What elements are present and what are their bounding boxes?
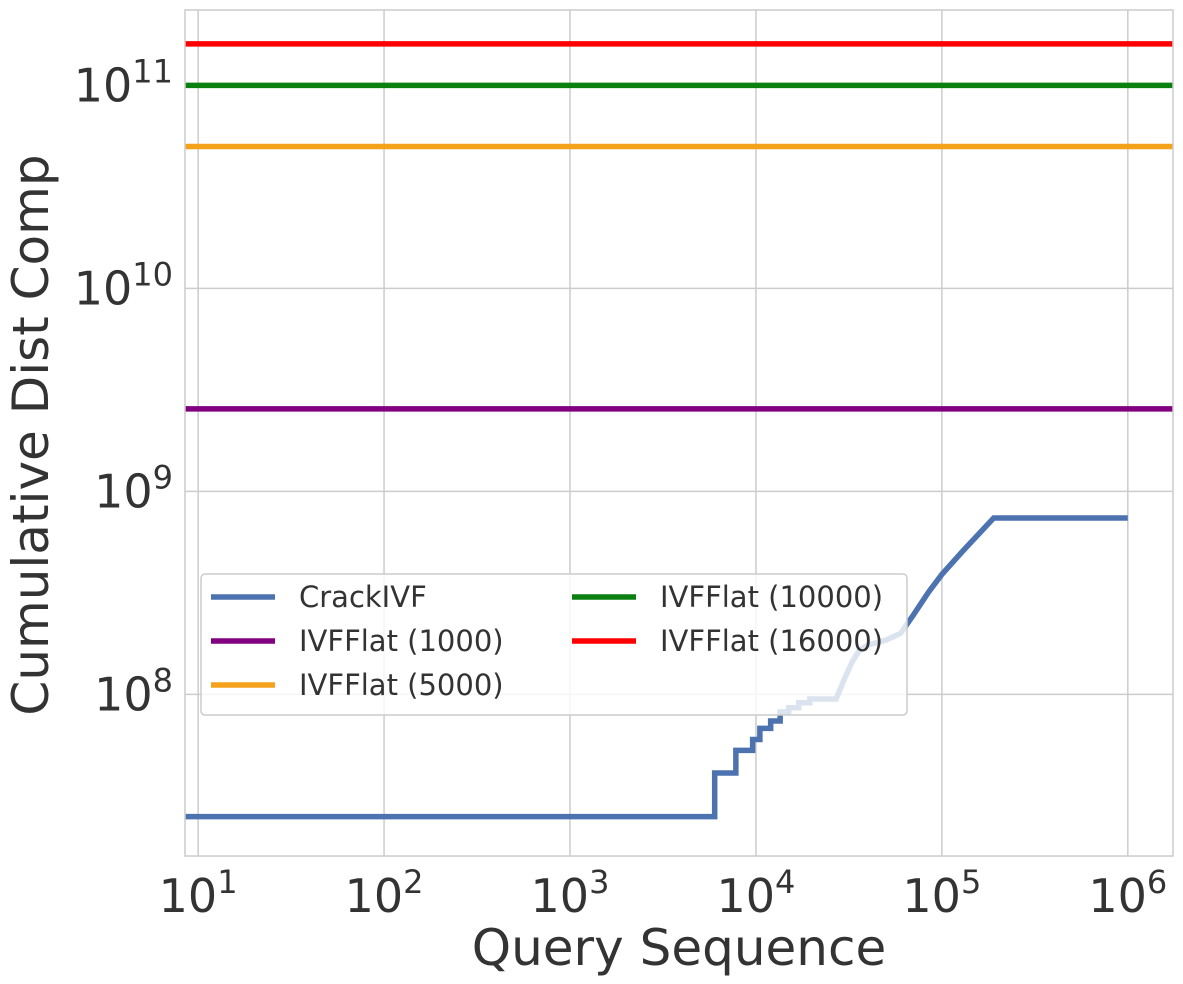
legend-label: CrackIVF bbox=[299, 580, 427, 614]
legend-label: IVFFlat (5000) bbox=[299, 668, 504, 702]
legend-item: IVFFlat (10000) bbox=[572, 580, 883, 614]
legend-label: IVFFlat (1000) bbox=[299, 624, 504, 658]
legend: CrackIVF IVFFlat (1000) IVFFlat (5000) IVFF… bbox=[200, 573, 908, 716]
x-tick-base: 10 bbox=[1088, 869, 1147, 923]
legend-item: CrackIVF bbox=[211, 580, 427, 614]
x-tick-exponent: 2 bbox=[403, 863, 423, 901]
y-tick-base: 10 bbox=[74, 261, 133, 315]
x-tick-exponent: 5 bbox=[961, 863, 981, 901]
series-layer bbox=[185, 41, 1173, 820]
legend-item: IVFFlat (16000) bbox=[572, 624, 883, 658]
y-tick-exponent: 9 bbox=[153, 458, 173, 496]
y-axis-label: Cumulative Dist Comp bbox=[2, 154, 60, 715]
x-tick-label: 104 bbox=[716, 863, 795, 923]
x-tick-base: 10 bbox=[902, 869, 961, 923]
legend-box bbox=[200, 573, 908, 716]
x-tick-base: 10 bbox=[531, 869, 590, 923]
x-tick-label: 101 bbox=[159, 863, 238, 923]
x-tick-exponent: 1 bbox=[217, 863, 237, 901]
y-tick-base: 10 bbox=[94, 667, 153, 721]
y-tick-exponent: 11 bbox=[132, 52, 173, 90]
x-tick-base: 10 bbox=[345, 869, 404, 923]
y-tick-label: 108 bbox=[94, 661, 173, 721]
x-tick-labels: 101 102 103 104 105 106 bbox=[159, 863, 1168, 923]
plot-background bbox=[185, 10, 1173, 856]
x-tick-exponent: 4 bbox=[775, 863, 795, 901]
x-tick-exponent: 6 bbox=[1147, 863, 1167, 901]
legend-item: IVFFlat (1000) bbox=[211, 624, 504, 658]
x-tick-label: 106 bbox=[1088, 863, 1167, 923]
y-tick-label: 1010 bbox=[74, 255, 173, 315]
legend-label: IVFFlat (16000) bbox=[660, 624, 883, 658]
x-tick-base: 10 bbox=[716, 869, 775, 923]
x-tick-label: 105 bbox=[902, 863, 981, 923]
y-tick-label: 1011 bbox=[74, 52, 173, 112]
x-axis-label: Query Sequence bbox=[472, 919, 886, 977]
legend-item: IVFFlat (5000) bbox=[211, 668, 504, 702]
y-tick-base: 10 bbox=[94, 464, 153, 518]
x-tick-base: 10 bbox=[159, 869, 218, 923]
x-tick-exponent: 3 bbox=[589, 863, 609, 901]
y-tick-label: 109 bbox=[94, 458, 173, 518]
y-tick-base: 10 bbox=[74, 58, 133, 112]
x-tick-label: 102 bbox=[345, 863, 424, 923]
y-tick-exponent: 10 bbox=[132, 255, 173, 293]
y-tick-exponent: 8 bbox=[153, 661, 173, 699]
legend-label: IVFFlat (10000) bbox=[660, 580, 883, 614]
plot-frame bbox=[184, 9, 1174, 857]
x-tick-label: 103 bbox=[531, 863, 610, 923]
